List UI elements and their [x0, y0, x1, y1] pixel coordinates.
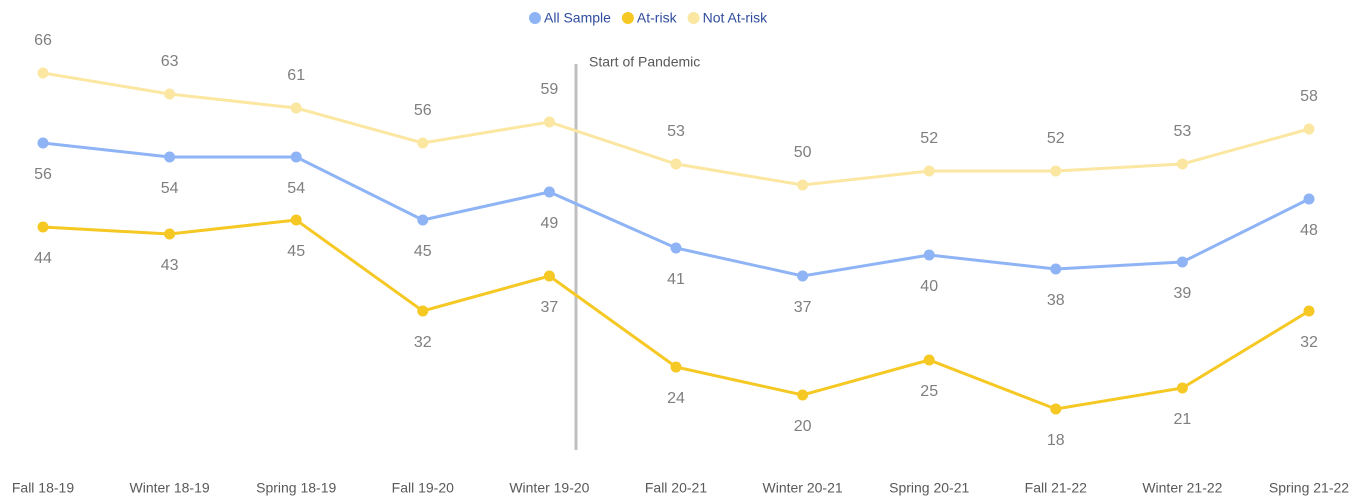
data-label: 56 — [414, 102, 432, 119]
point — [797, 270, 809, 282]
data-label: 25 — [920, 383, 938, 400]
x-tick-label: Fall 21-22 — [1025, 480, 1087, 496]
point — [37, 137, 49, 149]
data-label: 53 — [667, 123, 685, 140]
data-label: 48 — [1300, 222, 1318, 239]
x-tick-label: Winter 20-21 — [763, 480, 843, 496]
data-label: 43 — [161, 257, 179, 274]
point — [290, 102, 302, 114]
x-tick-label: Fall 19-20 — [392, 480, 454, 496]
point — [670, 242, 682, 254]
x-tick-label: Winter 19-20 — [509, 480, 589, 496]
data-label: 20 — [794, 418, 812, 435]
point — [670, 158, 682, 170]
legend-marker — [687, 12, 700, 24]
point — [797, 179, 809, 191]
data-label: 59 — [541, 81, 559, 98]
data-label: 37 — [541, 299, 559, 316]
point — [290, 151, 302, 163]
legend-label: Not At-risk — [703, 10, 769, 26]
data-label: 54 — [287, 180, 305, 197]
point — [543, 270, 555, 282]
point — [37, 221, 49, 233]
x-tick-label: Spring 20-21 — [889, 480, 969, 496]
data-label: 54 — [161, 180, 179, 197]
data-label: 32 — [1300, 334, 1318, 351]
legend-label: At-risk — [637, 10, 678, 26]
x-tick-label: Winter 21-22 — [1142, 480, 1222, 496]
point — [923, 249, 935, 261]
point — [543, 116, 555, 128]
data-label: 63 — [161, 53, 179, 70]
point — [164, 88, 176, 100]
x-tick-label: Fall 18-19 — [12, 480, 74, 496]
data-label: 52 — [920, 130, 938, 147]
data-label: 32 — [414, 334, 432, 351]
point — [797, 389, 809, 401]
point — [923, 165, 935, 177]
data-label: 39 — [1174, 285, 1192, 302]
data-label: 44 — [34, 250, 52, 267]
data-label: 18 — [1047, 432, 1065, 449]
x-tick-label: Fall 20-21 — [645, 480, 707, 496]
data-label: 50 — [794, 144, 812, 161]
data-label: 56 — [34, 166, 52, 183]
point — [1176, 382, 1188, 394]
point — [670, 361, 682, 373]
point — [164, 151, 176, 163]
point — [164, 228, 176, 240]
x-tick-label: Spring 21-22 — [1269, 480, 1349, 496]
point — [1303, 305, 1315, 317]
point — [543, 186, 555, 198]
point — [1176, 256, 1188, 268]
data-label: 53 — [1174, 123, 1192, 140]
annotation: Start of Pandemic — [589, 54, 700, 70]
data-label: 21 — [1174, 411, 1192, 428]
point — [290, 214, 302, 226]
legend-label: All Sample — [544, 10, 611, 26]
legend-marker — [621, 12, 634, 24]
data-label: 45 — [414, 243, 432, 260]
data-label: 45 — [287, 243, 305, 260]
point — [1050, 263, 1062, 275]
data-label: 38 — [1047, 292, 1065, 309]
point — [1303, 123, 1315, 135]
data-label: 37 — [794, 299, 812, 316]
point — [1050, 165, 1062, 177]
point — [1303, 193, 1315, 205]
legend-marker — [529, 12, 541, 24]
data-label: 41 — [667, 271, 685, 288]
point — [417, 137, 429, 149]
data-label: 40 — [920, 278, 938, 295]
data-label: 24 — [667, 390, 685, 407]
data-label: 52 — [1047, 130, 1065, 147]
data-label: 49 — [541, 215, 559, 232]
x-tick-label: Winter 18-19 — [130, 480, 210, 496]
point — [417, 214, 429, 226]
point — [417, 305, 429, 317]
x-tick-label: Spring 18-19 — [256, 480, 336, 496]
data-label: 66 — [34, 32, 52, 49]
point — [37, 67, 49, 79]
point — [923, 354, 935, 366]
point — [1050, 403, 1062, 415]
data-label: 58 — [1300, 88, 1318, 105]
point — [1176, 158, 1188, 170]
data-label: 61 — [287, 67, 305, 84]
